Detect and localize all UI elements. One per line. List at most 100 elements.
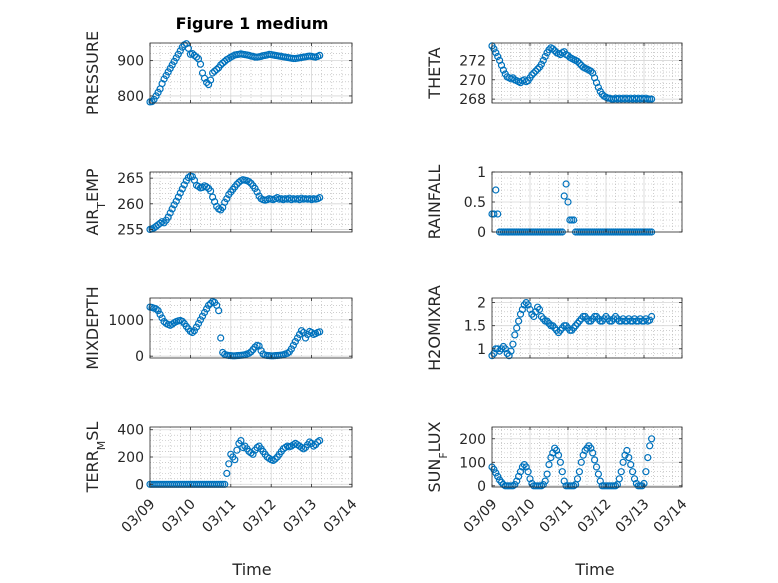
data-point xyxy=(562,180,570,188)
y-tick-label: 255 xyxy=(117,222,144,238)
subplot-3: 255 260 265 AIRTEMP xyxy=(83,168,353,238)
y-axis-label-5: MIXDEPTH xyxy=(83,286,102,369)
data-point xyxy=(160,75,168,83)
data-point xyxy=(589,449,597,457)
data-point xyxy=(539,481,547,489)
data-point xyxy=(190,327,198,335)
data-point xyxy=(217,61,225,69)
data-point xyxy=(190,51,198,60)
data-point xyxy=(194,319,203,328)
data-point xyxy=(152,92,160,100)
y-axis-label-7: TERRMSL xyxy=(83,422,108,494)
data-point xyxy=(316,51,324,60)
data-point xyxy=(507,347,515,355)
data-point xyxy=(166,209,174,217)
data-point xyxy=(198,312,207,320)
data-point xyxy=(295,330,304,338)
data-point xyxy=(192,323,201,331)
data-point xyxy=(164,213,172,221)
data-point xyxy=(494,210,502,218)
data-point xyxy=(541,477,549,485)
data-point xyxy=(247,348,255,356)
y-axis-label-6: H2OMIXRA xyxy=(425,285,444,371)
data-point xyxy=(176,47,184,55)
data-point xyxy=(628,468,637,476)
data-point xyxy=(211,67,219,75)
data-point xyxy=(509,340,517,348)
data-point xyxy=(316,437,324,445)
data-point xyxy=(223,469,231,477)
data-point xyxy=(237,437,245,445)
y-tick-label: 400 xyxy=(117,423,144,439)
y-tick-label: 0 xyxy=(135,477,144,493)
y-tick-label: 265 xyxy=(117,171,144,187)
y-tick-label: 260 xyxy=(117,197,144,213)
data-point xyxy=(587,67,595,75)
data-point xyxy=(215,307,223,315)
data-point xyxy=(575,59,584,67)
data-point xyxy=(490,210,498,218)
data-point xyxy=(623,446,631,455)
y-tick-label: 268 xyxy=(459,92,486,108)
data-point xyxy=(219,59,227,67)
data-point xyxy=(172,197,180,205)
data-point xyxy=(196,316,205,324)
x-axis-label-right: Time xyxy=(574,560,614,579)
x-axis-label-left: Time xyxy=(231,560,271,579)
data-point xyxy=(533,65,542,73)
data-point xyxy=(205,301,213,309)
data-point xyxy=(184,174,192,182)
y-tick-label: 0 xyxy=(477,479,486,495)
data-point xyxy=(490,465,498,473)
y-tick-label: 2 xyxy=(477,296,486,312)
data-point xyxy=(518,305,527,314)
data-point xyxy=(617,468,625,476)
subplot-2: 268 270 272 THETA xyxy=(425,42,683,108)
y-tick-label: 0 xyxy=(135,349,144,365)
data-point xyxy=(524,468,532,476)
data-point xyxy=(245,178,253,186)
data-point xyxy=(646,442,654,450)
data-point xyxy=(575,468,584,476)
axes-box xyxy=(149,42,353,104)
data-point xyxy=(530,69,538,77)
data-point xyxy=(221,198,229,206)
data-point xyxy=(213,65,221,74)
axes-box xyxy=(149,297,353,359)
data-point xyxy=(627,461,635,469)
data-point xyxy=(541,52,549,61)
data-point xyxy=(170,57,178,66)
data-point xyxy=(558,468,566,476)
data-point xyxy=(554,451,563,459)
data-point xyxy=(192,53,201,61)
data-point xyxy=(577,458,585,466)
data-point xyxy=(625,454,633,462)
data-point xyxy=(539,56,547,65)
data-point xyxy=(532,67,540,75)
data-point xyxy=(644,454,652,462)
data-point xyxy=(196,60,205,68)
y-tick-label: 1.5 xyxy=(464,319,486,335)
data-point xyxy=(233,180,241,188)
data-point xyxy=(205,80,213,89)
data-point xyxy=(564,198,572,206)
data-point xyxy=(301,334,310,342)
data-point xyxy=(251,343,259,351)
data-point xyxy=(253,188,261,196)
data-point xyxy=(570,216,578,224)
data-point xyxy=(316,194,324,202)
data-point xyxy=(271,455,279,463)
y-axis-label-4: RAINFALL xyxy=(425,165,444,240)
axes-box xyxy=(491,297,683,359)
data-point xyxy=(245,349,253,357)
subplot-6: 1 1.5 2 H2OMIXRA xyxy=(425,285,683,371)
y-tick-label: 272 xyxy=(459,53,486,69)
data-point xyxy=(207,187,215,195)
data-point xyxy=(162,71,170,80)
data-point xyxy=(492,469,500,477)
data-point xyxy=(154,307,162,315)
data-point xyxy=(287,345,295,353)
data-point xyxy=(158,314,166,322)
data-point xyxy=(217,334,225,342)
data-point xyxy=(556,458,565,466)
